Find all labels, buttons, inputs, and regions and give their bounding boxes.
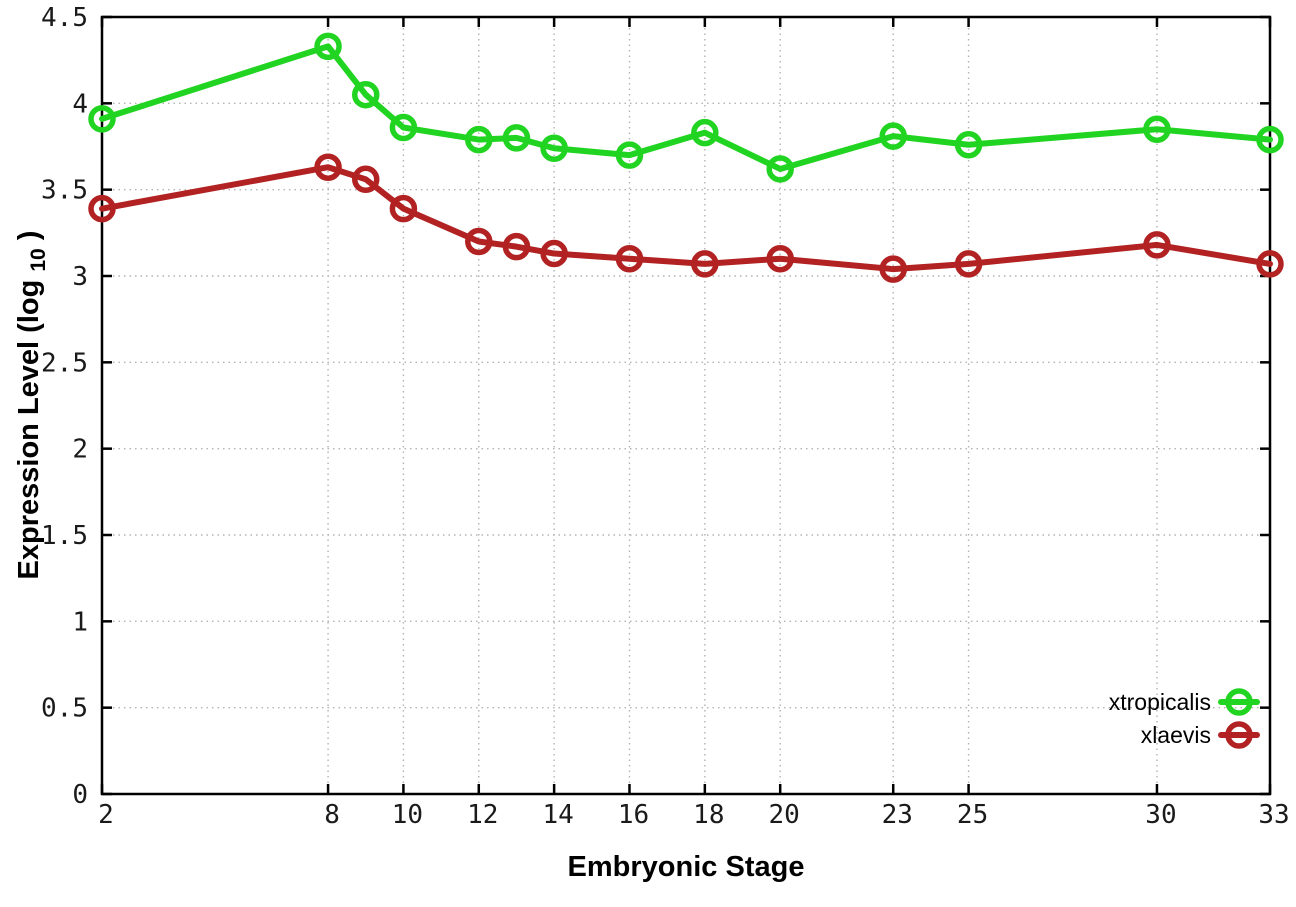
x-axis-title: Embryonic Stage (568, 851, 805, 883)
data-point-xlaevis (540, 239, 568, 268)
legend-sample-marker-xlaevis (1225, 721, 1253, 749)
data-point-xlaevis (389, 194, 418, 223)
data-point-xlaevis (879, 255, 907, 283)
legend-label-xlaevis: xlaevis (1141, 722, 1211, 748)
y-tick-label: 2.5 (41, 348, 88, 378)
data-point-xlaevis (88, 194, 116, 223)
data-series (88, 32, 1284, 283)
x-tick-label: 10 (392, 800, 423, 830)
data-point-xtropicalis (879, 122, 907, 150)
data-point-xtropicalis (540, 134, 568, 162)
data-point-xtropicalis (465, 125, 493, 154)
x-tick-label: 12 (467, 800, 498, 830)
x-tick-label: 30 (1145, 800, 1176, 830)
axis-tick-labels: 2 8 10 12 14 16 18 20 23 25 30 33 0 0.5 1 1.5 2 2.5 3 3.5 4 4… (41, 3, 1290, 830)
x-tick-label: 8 (324, 800, 340, 830)
y-tick-label: 2 (72, 435, 88, 465)
x-tick-label: 23 (882, 800, 913, 830)
gridlines (101, 17, 1271, 794)
y-tick-label: 0 (72, 780, 88, 810)
data-point-xlaevis (1256, 250, 1284, 278)
data-point-xlaevis (954, 250, 983, 278)
legend-label-xtropicalis: xtropicalis (1109, 689, 1211, 715)
data-point-xtropicalis (615, 141, 644, 169)
x-tick-label: 25 (957, 800, 988, 830)
series-line-xlaevis (99, 164, 1273, 273)
x-tick-label: 2 (98, 800, 114, 830)
data-point-xlaevis (351, 165, 380, 194)
x-tick-label: 18 (693, 800, 724, 830)
y-tick-label: 1 (72, 607, 88, 637)
x-tick-label: 14 (542, 800, 573, 830)
data-point-xlaevis (615, 244, 644, 273)
y-tick-label: 4.5 (41, 3, 88, 33)
data-point-xlaevis (314, 153, 342, 181)
legend: xtropicalis xlaevis (1109, 688, 1260, 749)
plot-border (100, 15, 1272, 796)
data-point-xtropicalis (954, 131, 983, 159)
data-point-xtropicalis (1143, 115, 1171, 143)
data-point-xtropicalis (502, 124, 531, 152)
series-line-xtropicalis (99, 43, 1273, 172)
data-point-xlaevis (691, 250, 719, 278)
y-tick-label: 3 (72, 262, 88, 292)
data-point-xlaevis (502, 232, 531, 261)
data-point-xlaevis (766, 244, 794, 273)
data-point-xtropicalis (88, 105, 116, 133)
y-tick-label: 0.5 (41, 694, 88, 724)
x-tick-label: 33 (1258, 800, 1289, 830)
data-point-xlaevis (1143, 231, 1171, 259)
data-point-xtropicalis (351, 80, 380, 109)
y-tick-label: 3.5 (41, 176, 88, 206)
data-point-xtropicalis (389, 113, 418, 142)
plot-frame (100, 15, 1272, 796)
data-point-xtropicalis (766, 155, 794, 183)
legend-sample-marker-xtropicalis (1225, 688, 1253, 716)
y-tick-label: 1.5 (41, 521, 88, 551)
data-point-xtropicalis (691, 118, 719, 147)
y-tick-label: 4 (72, 89, 88, 119)
x-tick-label: 16 (618, 800, 649, 830)
x-tick-label: 20 (769, 800, 800, 830)
data-point-xtropicalis (1256, 125, 1284, 154)
data-point-xlaevis (465, 227, 493, 256)
axis-ticks (100, 15, 1272, 796)
y-axis-title: Expression Level (log 10 ) (13, 231, 52, 580)
data-point-xtropicalis (314, 32, 342, 61)
